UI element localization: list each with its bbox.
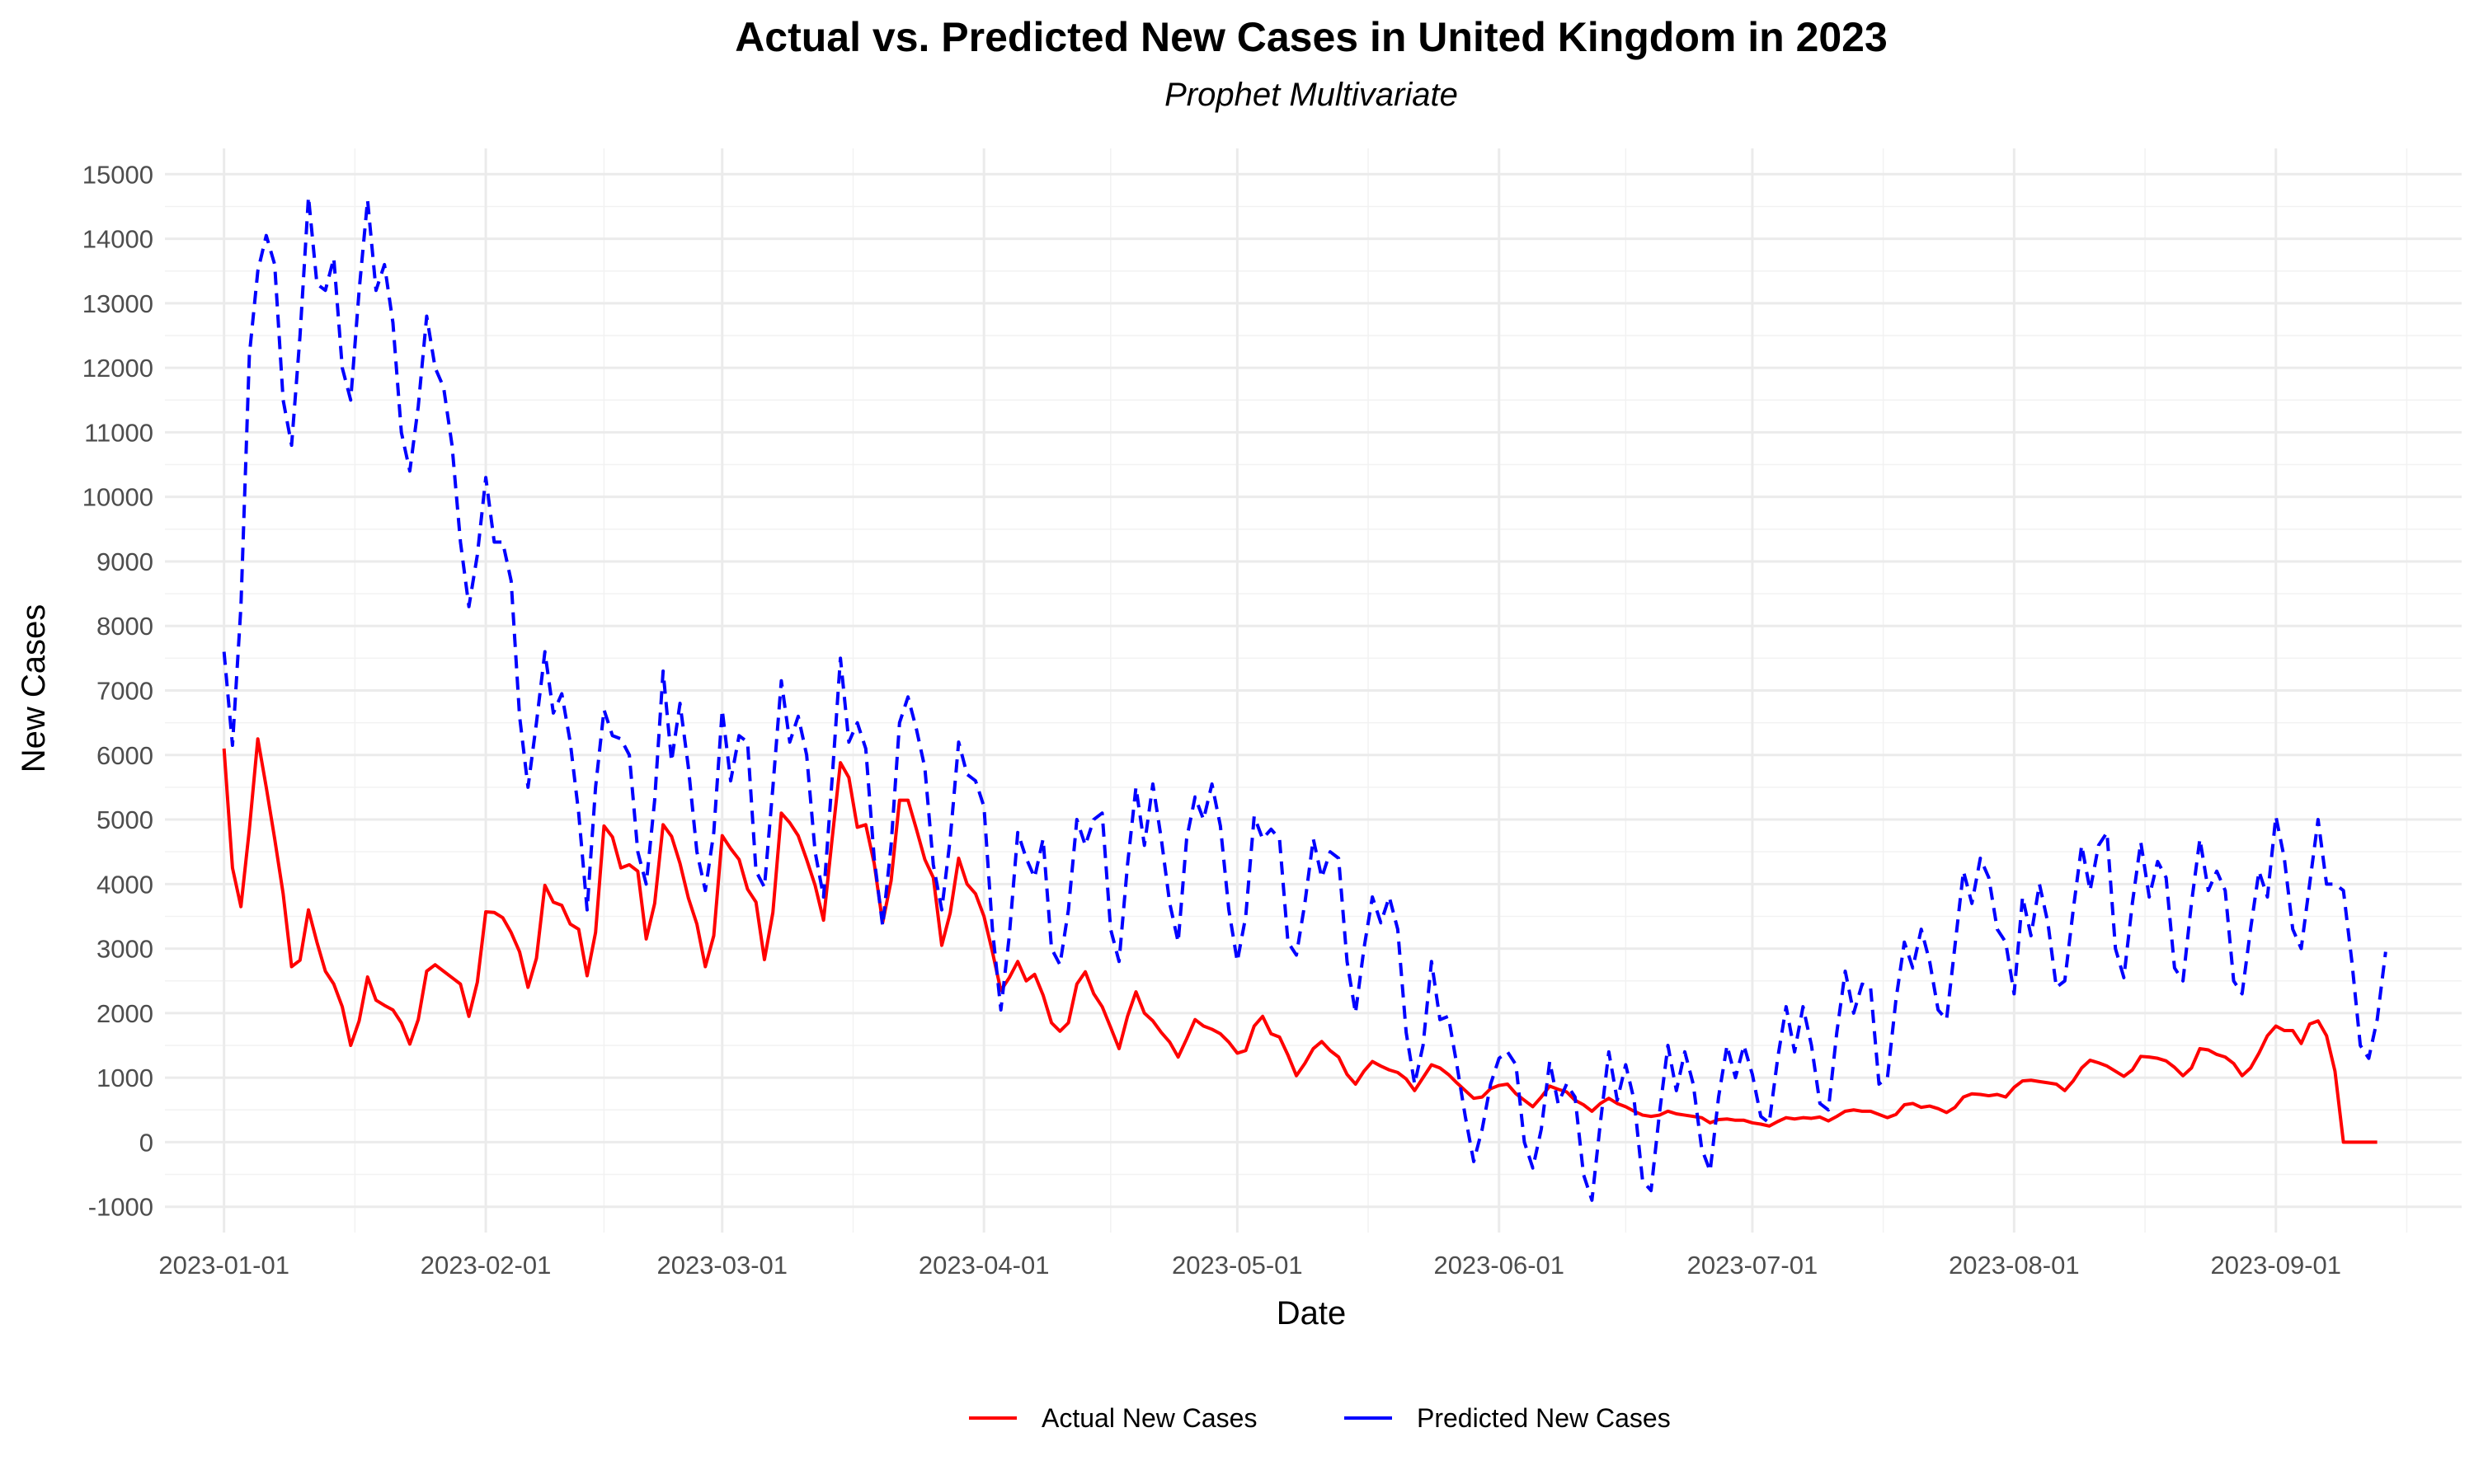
y-tick-label: 0 [139, 1128, 153, 1157]
y-tick-label: 11000 [84, 418, 153, 447]
y-tick-label: 8000 [96, 612, 153, 641]
y-tick-label: 10000 [82, 483, 153, 512]
actual-cases-line [222, 737, 2378, 1144]
chart-title: Actual vs. Predicted New Cases in United… [735, 14, 1888, 60]
x-tick-label: 2023-09-01 [2210, 1251, 2341, 1280]
x-tick-label: 2023-03-01 [656, 1251, 788, 1280]
y-tick-label: 7000 [96, 677, 153, 706]
y-tick-label: 14000 [82, 225, 153, 254]
legend: Actual New Cases Predicted New Cases [969, 1403, 1671, 1433]
y-tick-label: 1000 [96, 1064, 153, 1092]
legend-actual-label: Actual New Cases [1042, 1403, 1257, 1433]
y-tick-label: 5000 [96, 805, 153, 834]
legend-predicted-label: Predicted New Cases [1417, 1403, 1671, 1433]
y-tick-label: 12000 [82, 354, 153, 383]
y-axis-title: New Cases [16, 604, 52, 773]
grid [165, 148, 2462, 1233]
x-tick-label: 2023-05-01 [1172, 1251, 1303, 1280]
x-tick-label: 2023-06-01 [1433, 1251, 1564, 1280]
y-tick-label: 13000 [82, 289, 153, 318]
legend-predicted: Predicted New Cases [1344, 1403, 1671, 1433]
y-tick-label: 4000 [96, 870, 153, 899]
x-tick-label: 2023-08-01 [1949, 1251, 2080, 1280]
y-tick-label: 15000 [82, 160, 153, 189]
x-tick-label: 2023-01-01 [158, 1251, 289, 1280]
chart-subtitle: Prophet Multivariate [1164, 77, 1458, 113]
x-tick-label: 2023-07-01 [1687, 1251, 1818, 1280]
series-layer [222, 195, 2387, 1202]
predicted-cases-line [222, 195, 2387, 1202]
y-tick-label: 2000 [96, 999, 153, 1028]
x-tick-labels: 2023-01-01 2023-02-01 2023-03-01 2023-04-01… [158, 1251, 2341, 1280]
y-tick-labels: -1000 0 1000 2000 3000 4000 5000 6000 7000 8000 90… [82, 160, 153, 1221]
x-axis-title: Date [1277, 1295, 1347, 1331]
x-tick-label: 2023-04-01 [919, 1251, 1050, 1280]
y-tick-label: 6000 [96, 741, 153, 770]
x-tick-label: 2023-02-01 [421, 1251, 552, 1280]
y-tick-label: -1000 [88, 1193, 153, 1222]
y-tick-label: 3000 [96, 935, 153, 964]
y-tick-label: 9000 [96, 547, 153, 576]
legend-actual: Actual New Cases [969, 1403, 1257, 1433]
